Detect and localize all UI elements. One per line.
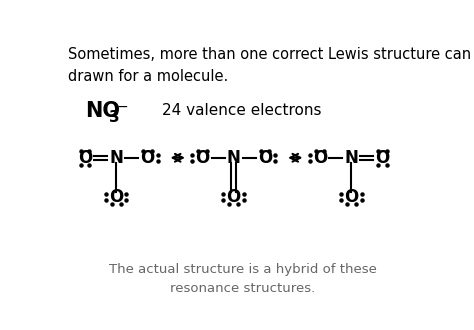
Text: O: O [109, 188, 123, 206]
Text: O: O [78, 149, 92, 167]
Text: N: N [109, 149, 123, 167]
Text: 24 valence electrons: 24 valence electrons [162, 103, 321, 118]
Text: O: O [344, 188, 358, 206]
Text: O: O [258, 149, 272, 167]
Text: Sometimes, more than one correct Lewis structure can be
drawn for a molecule.: Sometimes, more than one correct Lewis s… [68, 47, 474, 84]
Text: O: O [195, 149, 210, 167]
Text: O: O [313, 149, 327, 167]
Text: N: N [344, 149, 358, 167]
Text: 3: 3 [109, 110, 119, 125]
Text: The actual structure is a hybrid of these
resonance structures.: The actual structure is a hybrid of thes… [109, 263, 377, 295]
Text: N: N [227, 149, 241, 167]
Text: O: O [375, 149, 390, 167]
Text: O: O [227, 188, 241, 206]
Text: −: − [116, 100, 128, 114]
Text: NO: NO [85, 101, 120, 121]
Text: O: O [140, 149, 155, 167]
